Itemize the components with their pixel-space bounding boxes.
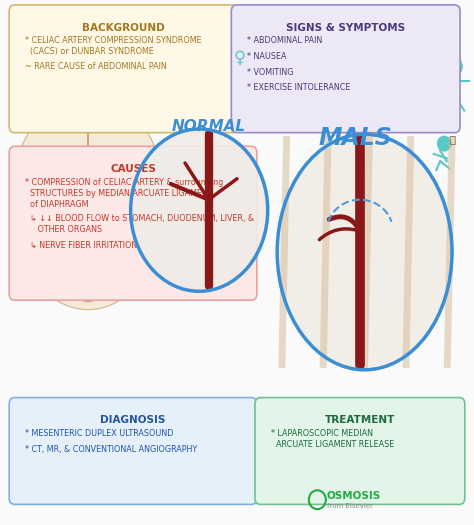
Ellipse shape (277, 134, 452, 370)
Text: ~ RARE CAUSE of ABDOMINAL PAIN: ~ RARE CAUSE of ABDOMINAL PAIN (25, 62, 167, 71)
Text: 🚽: 🚽 (449, 134, 455, 144)
Text: * CT, MR, & CONVENTIONAL ANGIOGRAPHY: * CT, MR, & CONVENTIONAL ANGIOGRAPHY (25, 445, 197, 454)
Text: * ABDOMINAL PAIN: * ABDOMINAL PAIN (247, 36, 323, 45)
Text: * EXERCISE INTOLERANCE: * EXERCISE INTOLERANCE (247, 83, 351, 92)
Text: from Elsevier: from Elsevier (327, 503, 373, 509)
Text: NORMAL: NORMAL (172, 119, 246, 134)
Ellipse shape (131, 129, 268, 291)
FancyBboxPatch shape (9, 146, 257, 300)
Text: BACKGROUND: BACKGROUND (82, 23, 165, 33)
Circle shape (438, 136, 451, 151)
Polygon shape (450, 417, 456, 438)
Text: * COMPRESSION of CELIAC ARTERY & surrounding
  STRUCTURES by MEDIAN ARCUATE LIGA: * COMPRESSION of CELIAC ARTERY & surroun… (25, 177, 224, 209)
Text: ↳ NERVE FIBER IRRITATION: ↳ NERVE FIBER IRRITATION (25, 240, 137, 249)
Text: DIAGNOSIS: DIAGNOSIS (100, 415, 166, 425)
Text: CAUSES: CAUSES (110, 164, 156, 174)
Circle shape (76, 276, 100, 302)
FancyBboxPatch shape (9, 5, 238, 133)
Text: * MESENTERIC DUPLEX ULTRASOUND: * MESENTERIC DUPLEX ULTRASOUND (25, 429, 173, 438)
Text: * CELIAC ARTERY COMPRESSION SYNDROME
  (CACS) or DUNBAR SYNDROME: * CELIAC ARTERY COMPRESSION SYNDROME (CA… (25, 36, 202, 56)
Text: ♀: ♀ (233, 49, 246, 67)
Text: OSMOSIS: OSMOSIS (327, 490, 381, 500)
Text: MALS: MALS (318, 126, 392, 150)
FancyBboxPatch shape (255, 397, 465, 505)
Text: * VOMITING: * VOMITING (247, 68, 294, 77)
Text: SIGNS & SYMPTOMS: SIGNS & SYMPTOMS (286, 23, 405, 33)
FancyBboxPatch shape (9, 397, 257, 505)
Text: ↳ ↓↓ BLOOD FLOW to STOMACH, DUODENUM, LIVER, &
     OTHER ORGANS: ↳ ↓↓ BLOOD FLOW to STOMACH, DUODENUM, LI… (25, 214, 255, 235)
Text: TREATMENT: TREATMENT (325, 415, 395, 425)
Circle shape (221, 38, 257, 78)
FancyBboxPatch shape (12, 440, 41, 488)
FancyBboxPatch shape (231, 5, 460, 133)
Circle shape (447, 58, 462, 75)
Text: * NAUSEA: * NAUSEA (247, 52, 287, 61)
Ellipse shape (10, 95, 166, 310)
Text: * LAPAROSCOPIC MEDIAN
  ARCUATE LIGAMENT RELEASE: * LAPAROSCOPIC MEDIAN ARCUATE LIGAMENT R… (271, 429, 394, 449)
